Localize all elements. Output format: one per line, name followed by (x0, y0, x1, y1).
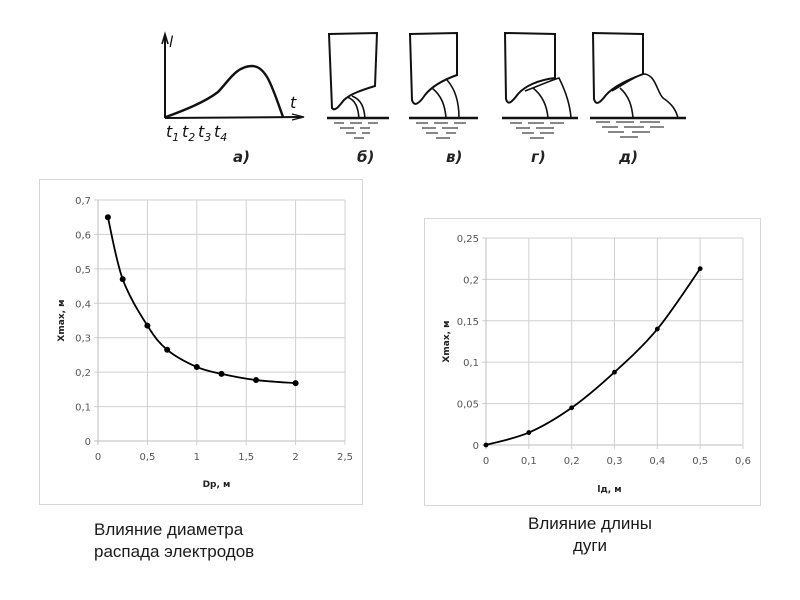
graph-a-y-label: l (169, 33, 174, 51)
graph-a-ticks: t1 t2 t3 t4 (166, 122, 227, 144)
caption-arc-length: Влияние длины дуги (500, 513, 680, 557)
chart-1-grid: 0 0,05 0,1 0,15 0,2 0,25 0 0,1 0,2 0,3 0,4 0,5 0,6 (457, 234, 751, 467)
electrode-sketch-g (502, 31, 578, 139)
x-tick-label: 1 (194, 452, 200, 463)
data-point (569, 405, 575, 411)
data-point (119, 276, 126, 283)
caption-line: дуги (572, 536, 608, 555)
y-tick-label: 0,05 (457, 400, 479, 411)
data-point (526, 430, 532, 435)
tick-t2: t2 (182, 122, 195, 144)
data-point (654, 326, 660, 332)
chart-0-grid: 0 0,1 0,2 0,3 0,4 0,5 0,6 0,7 0 0,5 1 1,5 2 2,5 (75, 196, 353, 463)
x-tick-label: 0 (483, 456, 489, 467)
electrode-arc-diagram: l t t1 t2 t3 t4 а) б) в) г) д) (161, 31, 686, 166)
panel-label-b: б) (357, 148, 374, 166)
caption-line: Влияние диаметра (94, 520, 244, 539)
x-axis-label: lд, м (597, 485, 621, 495)
graph-a-x-label: t (290, 93, 297, 112)
y-tick-label: 0,1 (75, 403, 91, 414)
x-tick-label: 2 (292, 452, 298, 463)
data-point (193, 363, 200, 370)
data-point (292, 380, 299, 387)
y-tick-label: 0,6 (75, 230, 91, 241)
y-tick-label: 0 (473, 441, 479, 452)
y-tick-label: 0,4 (75, 299, 91, 310)
graph-a (161, 31, 305, 121)
x-tick-label: 1,5 (238, 452, 254, 463)
y-tick-label: 0 (85, 437, 91, 448)
x-tick-label: 0,3 (607, 456, 623, 467)
x-tick-label: 0,4 (649, 456, 665, 467)
x-tick-label: 0 (95, 452, 101, 463)
data-point (218, 370, 225, 377)
graph-a-curve (165, 64, 285, 119)
series-line (107, 217, 296, 385)
y-tick-label: 0,25 (457, 234, 479, 245)
data-point (697, 266, 703, 272)
tick-t1: t1 (166, 122, 179, 144)
x-axis-label: Dp, м (203, 480, 231, 490)
y-axis-label: Xmax, м (57, 299, 67, 341)
data-point (253, 377, 260, 384)
x-tick-label: 0,6 (735, 456, 751, 467)
graph-a-y-arrow (161, 31, 169, 45)
y-tick-label: 0,2 (463, 275, 479, 286)
chart-box-diameter (39, 179, 363, 505)
x-tick-label: 0,2 (564, 456, 580, 467)
graph-a-x-arrow (291, 113, 305, 121)
tick-t3: t3 (198, 122, 211, 144)
x-tick-label: 2,5 (337, 452, 353, 463)
electrode-sketch-v (408, 31, 478, 139)
electrode-sketch-d (590, 31, 686, 138)
x-tick-label: 0,5 (692, 456, 708, 467)
graph-a-x-axis (164, 116, 303, 119)
panel-label-a: а) (233, 148, 250, 166)
caption-diameter: Влияние диаметра распада электродов (94, 519, 254, 563)
y-axis-label: Xmax, м (442, 320, 452, 362)
electrode-sketch-b (327, 31, 389, 139)
data-point (612, 369, 617, 375)
data-point (164, 346, 171, 353)
data-point (104, 214, 111, 221)
panel-label-v: в) (446, 148, 462, 166)
y-tick-label: 0,3 (75, 334, 91, 345)
x-tick-label: 0,5 (139, 452, 155, 463)
y-tick-label: 0,1 (463, 358, 479, 369)
series-line (485, 268, 701, 446)
panel-label-g: г) (531, 148, 546, 166)
y-tick-label: 0,5 (75, 265, 91, 276)
panel-label-d: д) (618, 148, 638, 166)
data-point (483, 442, 489, 448)
y-tick-label: 0,7 (75, 196, 91, 207)
caption-line: Влияние длины (528, 514, 652, 533)
y-tick-label: 0,2 (75, 368, 91, 379)
tick-t4: t4 (214, 122, 227, 144)
data-point (144, 322, 151, 329)
caption-line: распада электродов (94, 542, 255, 561)
y-tick-label: 0,15 (457, 317, 479, 328)
x-tick-label: 0,1 (521, 456, 537, 467)
